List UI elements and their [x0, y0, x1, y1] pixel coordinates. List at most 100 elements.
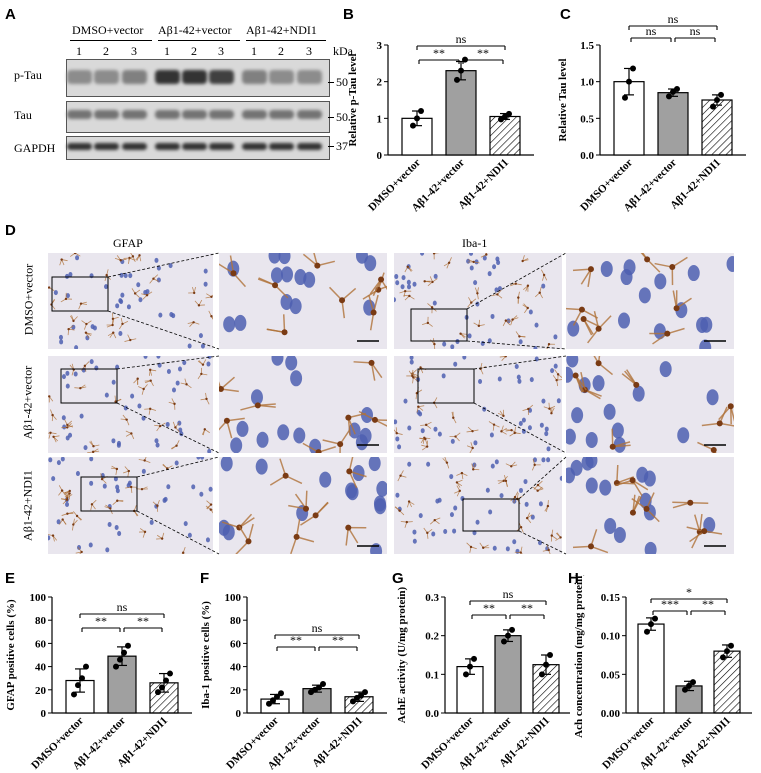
data-point: [414, 115, 420, 122]
bar: [489, 115, 521, 156]
blot-row-label-tau: Tau: [14, 108, 32, 122]
blot-band: [182, 143, 207, 150]
data-point: [362, 689, 368, 696]
data-point: [316, 684, 322, 691]
data-point: [724, 648, 730, 655]
data-point: [467, 663, 473, 670]
chart-g-ache: 0.0 0.1 0.2 0.3 AchE activity (U/mg protein)…: [396, 586, 570, 772]
data-point: [674, 86, 680, 92]
blot-band: [209, 143, 234, 150]
data-point: [720, 654, 726, 661]
significance-label: ns: [690, 24, 701, 38]
y-tick-label: 0: [236, 708, 242, 720]
significance-label: **: [521, 601, 533, 615]
data-point: [155, 689, 161, 696]
y-tick-label: 60: [35, 638, 47, 650]
y-tick-label: 0: [377, 150, 383, 162]
blot-band: [209, 70, 234, 84]
y-tick-label: 40: [35, 662, 47, 674]
blot-band: [155, 143, 180, 150]
data-point: [418, 108, 424, 114]
data-point: [652, 615, 658, 622]
data-point: [648, 621, 654, 628]
lane-number: 1: [76, 44, 82, 58]
y-axis-label: Ach concentration (mg/mg protein): [573, 575, 585, 738]
significance-label: ns: [312, 621, 323, 635]
bar: [657, 92, 689, 156]
panel-label-f: F: [200, 570, 210, 587]
blot-band: [269, 143, 294, 150]
blot-band: [94, 70, 119, 84]
significance-label: *: [686, 585, 692, 599]
y-tick-label: 0.05: [601, 669, 621, 681]
data-point: [117, 656, 123, 663]
data-point: [543, 661, 549, 668]
significance-label: **: [433, 46, 445, 60]
blot-band: [122, 110, 147, 119]
panel-label-e: E: [5, 570, 16, 587]
y-tick-label: 2: [377, 77, 383, 89]
micrograph-image: [48, 253, 213, 349]
y-axis-label: Iba-1 positive cells (%): [200, 601, 212, 709]
mw-marker-gapdh: 37: [336, 139, 348, 153]
y-tick-label: 0.2: [425, 631, 439, 643]
micrograph-image: [566, 253, 734, 349]
data-point: [626, 78, 632, 85]
micrograph-image: [48, 356, 213, 453]
data-point: [714, 97, 720, 103]
micrograph-image: [394, 457, 562, 554]
micrograph-image: [219, 457, 387, 554]
chart-h-ach: 0.00 0.05 0.10 0.15 Ach concentration (mg/mg…: [573, 575, 752, 772]
data-point: [506, 110, 512, 117]
micrograph-image: [394, 253, 562, 349]
y-tick-label: 0.15: [601, 592, 621, 604]
significance-label: ns: [117, 600, 128, 614]
y-tick-label: 3: [377, 40, 383, 52]
lane-number: 2: [278, 44, 284, 58]
data-point: [501, 638, 507, 645]
y-tick-label: 0.5: [580, 113, 594, 125]
significance-label: **: [137, 614, 149, 628]
lane-number: 3: [306, 44, 312, 58]
data-point: [167, 670, 173, 677]
y-tick-label: 1: [377, 113, 383, 125]
y-tick-label: 0.3: [425, 592, 439, 604]
data-point: [682, 686, 688, 693]
data-point: [113, 663, 119, 670]
blot-band: [155, 70, 180, 84]
data-point: [710, 103, 716, 110]
micrograph-image: [48, 457, 213, 554]
micro-row-label-1: DMSO+vector: [21, 263, 36, 336]
data-point: [686, 682, 692, 689]
blot-band: [67, 110, 92, 119]
blot-band: [269, 110, 294, 119]
lane-number: 1: [251, 44, 257, 58]
blot-row-label-ptau: p-Tau: [14, 68, 42, 82]
significance-label: ns: [503, 587, 514, 601]
data-point: [320, 681, 326, 687]
data-point: [471, 655, 477, 662]
blot-row-label-gapdh: GAPDH: [14, 141, 56, 155]
data-point: [79, 675, 85, 682]
significance-label: **: [483, 601, 495, 615]
mw-marker-tau: 50: [336, 110, 348, 124]
micrograph-image: [566, 356, 734, 453]
micro-col-iba1: Iba-1: [462, 236, 488, 250]
lane-number: 2: [191, 44, 197, 58]
data-point: [410, 122, 416, 129]
panel-label-g: G: [392, 570, 404, 587]
blot-band: [67, 70, 92, 84]
data-point: [278, 690, 284, 697]
data-point: [121, 649, 127, 656]
y-tick-label: 0.0: [580, 150, 594, 162]
y-tick-label: 20: [230, 685, 242, 697]
data-point: [509, 626, 515, 633]
significance-label: ns: [456, 32, 467, 46]
micrograph-image: [219, 253, 387, 349]
y-tick-label: 1.5: [580, 40, 594, 52]
data-point: [266, 700, 272, 707]
data-point: [350, 698, 356, 705]
data-point: [358, 692, 364, 699]
blot-band: [209, 110, 234, 119]
